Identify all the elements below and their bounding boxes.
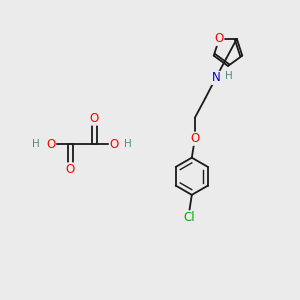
Text: O: O — [90, 112, 99, 125]
Text: H: H — [124, 139, 131, 149]
Text: O: O — [214, 32, 224, 45]
Text: Cl: Cl — [183, 211, 195, 224]
Text: O: O — [46, 137, 56, 151]
Text: O: O — [190, 132, 200, 145]
Text: O: O — [66, 163, 75, 176]
Text: H: H — [32, 139, 40, 149]
Text: O: O — [110, 137, 118, 151]
Text: H: H — [225, 71, 233, 81]
Text: N: N — [212, 71, 220, 84]
